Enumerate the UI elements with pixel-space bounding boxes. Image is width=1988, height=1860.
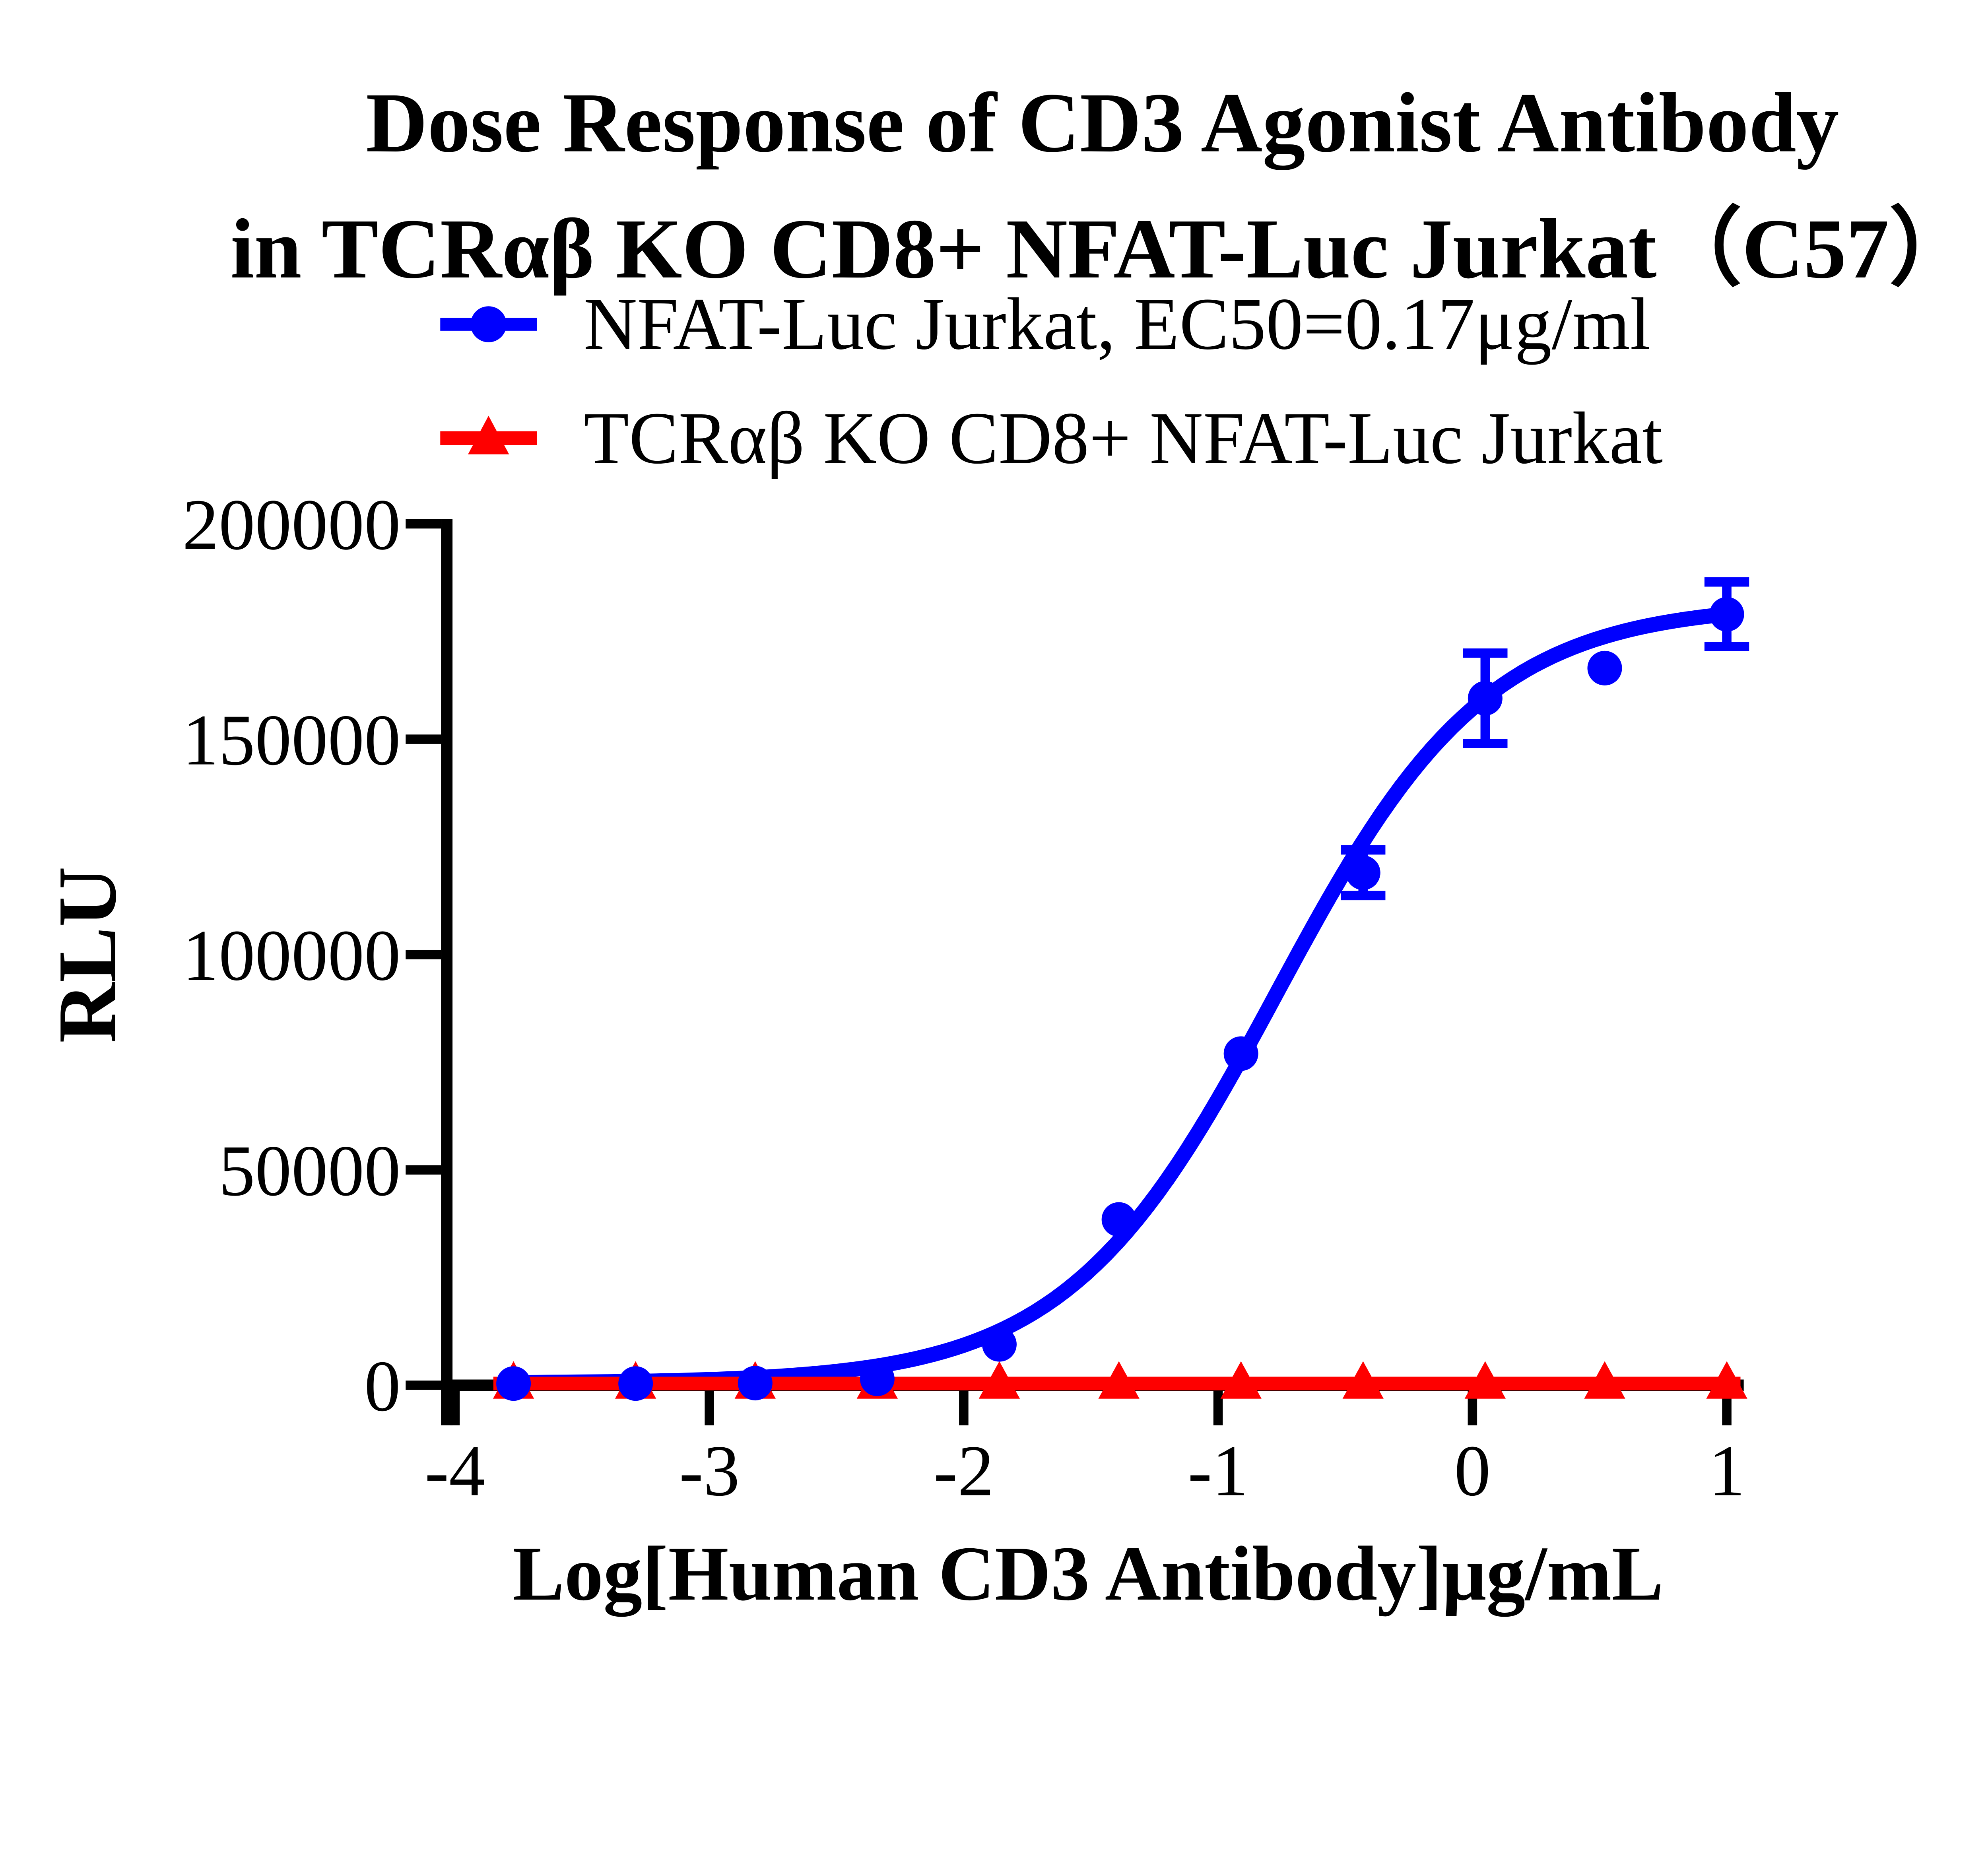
x-tick <box>450 1391 460 1425</box>
circle-marker <box>496 1366 531 1401</box>
triangle-marker <box>1220 1361 1262 1399</box>
x-tick-label: -2 <box>934 1430 994 1511</box>
chart-title-line-1: Dose Response of CD3 Agonist Antibody <box>366 76 1839 170</box>
triangle-marker <box>1464 1361 1506 1399</box>
y-tick-label: 50000 <box>219 1130 401 1211</box>
legend-circle-icon <box>470 306 507 342</box>
legend-triangle-icon <box>468 415 509 454</box>
triangle-marker <box>1706 1361 1747 1399</box>
triangle-marker <box>1342 1361 1384 1399</box>
x-tick-label: -1 <box>1188 1430 1248 1511</box>
y-tick <box>406 1165 441 1175</box>
y-axis-line <box>441 519 453 1425</box>
x-tick-label: -3 <box>679 1430 740 1511</box>
circle-marker <box>1468 681 1503 716</box>
y-tick-label: 100000 <box>182 915 401 996</box>
triangle-marker <box>1584 1361 1625 1399</box>
y-axis-title: RLU <box>41 866 134 1043</box>
circle-marker <box>1587 650 1622 685</box>
dose-response-chart: Dose Response of CD3 Agonist Antibody in… <box>41 76 1974 1617</box>
x-tick-label: -4 <box>425 1430 485 1511</box>
fit-curve-nfat <box>498 606 1735 1390</box>
x-axis-title: Log[Human CD3 Antibody]μg/mL <box>513 1531 1664 1617</box>
circle-marker <box>1101 1202 1136 1237</box>
y-tick <box>406 949 441 959</box>
legend-item-nfat-label: NFAT-Luc Jurkat, EC50=0.17μg/ml <box>584 283 1651 365</box>
triangle-marker <box>1098 1361 1140 1399</box>
y-tick-label: 150000 <box>182 700 401 781</box>
circle-marker <box>982 1327 1017 1362</box>
circle-marker <box>1709 597 1744 632</box>
chart-title-line-2: in TCRαβ KO CD8+ NFAT-Luc Jurkat（C57） <box>231 202 1974 296</box>
y-tick <box>406 519 441 529</box>
figure-container: Dose Response of CD3 Agonist Antibody in… <box>41 76 1974 1617</box>
x-tick-label: 0 <box>1454 1430 1491 1511</box>
legend-markers <box>440 306 537 454</box>
circle-marker <box>1223 1036 1258 1071</box>
fit-curves <box>493 606 1741 1390</box>
circle-marker <box>860 1361 895 1396</box>
circle-marker <box>1345 855 1380 890</box>
x-tick <box>705 1391 714 1425</box>
y-tick-label: 0 <box>364 1345 401 1426</box>
y-tick-label: 200000 <box>182 484 401 565</box>
axes: 0 50000 100000 150000 200000 -4 -3 -2 -1 0 1 <box>182 484 1745 1511</box>
circle-marker <box>618 1366 653 1401</box>
x-tick <box>959 1391 969 1425</box>
data-points <box>493 577 1749 1401</box>
y-tick <box>406 734 441 744</box>
legend-item-tcr-ko-label: TCRαβ KO CD8+ NFAT-Luc Jurkat <box>584 397 1663 479</box>
x-tick <box>1213 1391 1223 1425</box>
x-tick <box>1722 1391 1732 1425</box>
x-tick <box>1468 1391 1477 1425</box>
x-tick-label: 1 <box>1708 1430 1745 1511</box>
triangle-marker <box>978 1361 1020 1399</box>
y-tick <box>406 1380 441 1390</box>
circle-marker <box>738 1366 773 1401</box>
